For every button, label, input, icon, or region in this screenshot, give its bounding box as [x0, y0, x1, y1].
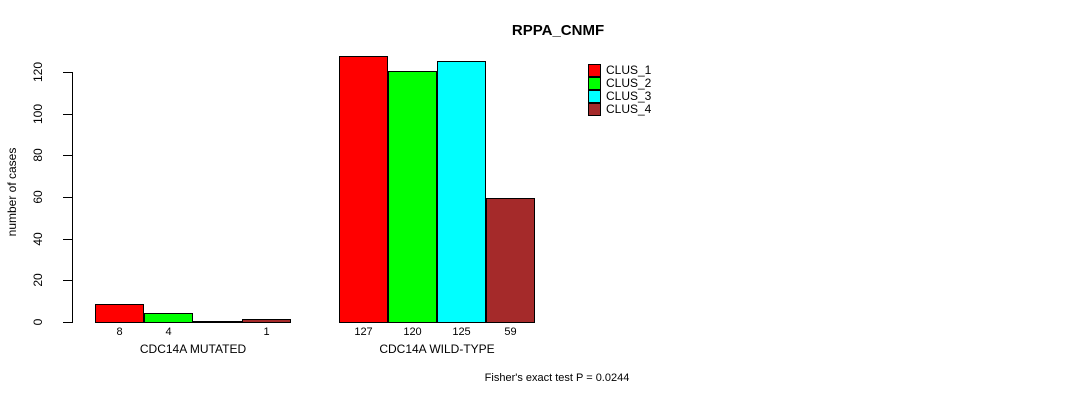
- y-tick-60: [63, 197, 72, 198]
- y-tick-40: [63, 239, 72, 240]
- y-tick-20: [63, 280, 72, 281]
- legend-item-clus-3: CLUS_3: [588, 90, 651, 103]
- legend-swatch-clus-1-icon: [588, 64, 601, 77]
- bar-clus_2-group2: [388, 71, 437, 323]
- y-axis-line: [72, 72, 73, 323]
- fisher-test-annotation: Fisher's exact test P = 0.0244: [484, 372, 630, 384]
- y-tick-80: [63, 155, 72, 156]
- legend: CLUS_1 CLUS_2 CLUS_3 CLUS_4: [588, 64, 651, 116]
- y-tick-100: [63, 114, 72, 115]
- bar-clus_3-group1: [193, 321, 242, 323]
- y-tick-label-120: 120: [31, 61, 45, 83]
- bar-clus_2-group1: [144, 313, 193, 323]
- y-tick-label-20: 20: [31, 273, 45, 287]
- legend-item-clus-2: CLUS_2: [588, 77, 651, 90]
- bar-clus_1-group2: [339, 56, 388, 323]
- legend-swatch-clus-3-icon: [588, 90, 601, 103]
- category-label-wild-type: CDC14A WILD-TYPE: [379, 342, 495, 356]
- bar-value-label-clus_3-group2: 125: [452, 326, 471, 338]
- bar-value-label-clus_4-group2: 59: [504, 326, 517, 338]
- legend-swatch-clus-2-icon: [588, 77, 601, 90]
- y-tick-label-0: 0: [31, 318, 45, 326]
- bar-value-label-clus_2-group2: 120: [403, 326, 422, 338]
- y-tick-0: [63, 322, 72, 323]
- y-tick-label-80: 80: [31, 148, 45, 162]
- y-tick-label-100: 100: [31, 103, 45, 125]
- bar-value-label-clus_4-group1: 1: [263, 326, 270, 338]
- bar-clus_3-group2: [437, 61, 486, 323]
- bar-value-label-clus_1-group1: 8: [116, 326, 123, 338]
- legend-label-clus-3: CLUS_3: [606, 89, 652, 103]
- y-axis-label: number of cases: [5, 147, 19, 237]
- legend-item-clus-4: CLUS_4: [588, 103, 651, 116]
- legend-swatch-clus-4-icon: [588, 103, 601, 116]
- y-tick-label-60: 60: [31, 190, 45, 204]
- bar-value-label-clus_1-group2: 127: [354, 326, 373, 338]
- bar-value-label-clus_2-group1: 4: [165, 326, 172, 338]
- bar-clus_4-group1: [242, 319, 291, 323]
- chart-title: RPPA_CNMF: [511, 22, 605, 39]
- y-tick-120: [63, 72, 72, 73]
- y-tick-label-40: 40: [31, 232, 45, 246]
- legend-item-clus-1: CLUS_1: [588, 64, 651, 77]
- legend-label-clus-4: CLUS_4: [606, 102, 652, 116]
- category-label-mutated: CDC14A MUTATED: [139, 342, 247, 356]
- bar-clus_4-group2: [486, 198, 535, 323]
- legend-label-clus-2: CLUS_2: [606, 76, 652, 90]
- bar-clus_1-group1: [95, 304, 144, 323]
- legend-label-clus-1: CLUS_1: [606, 63, 652, 77]
